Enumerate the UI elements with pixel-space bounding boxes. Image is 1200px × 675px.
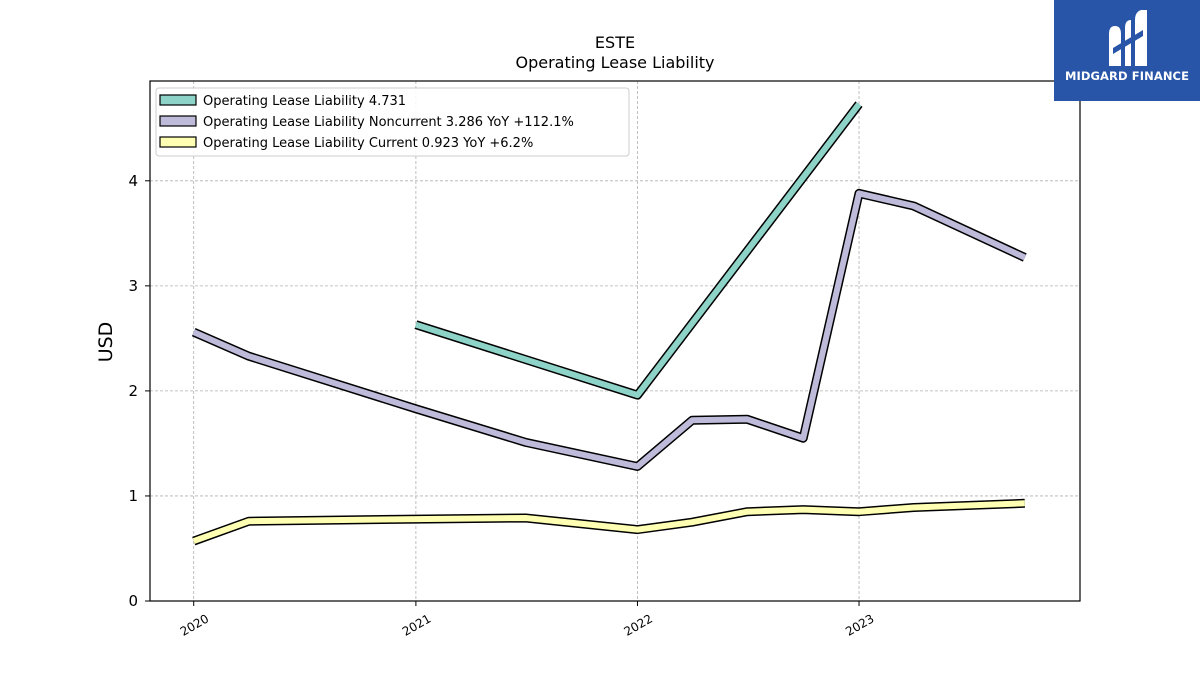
chart-title: ESTE [595, 33, 635, 52]
brand-logo: MIDGARD FINANCE [1054, 0, 1200, 101]
legend: Operating Lease Liability 4.731 Operatin… [155, 87, 630, 157]
y-tick-label: 3 [128, 277, 138, 295]
legend-swatch-total [159, 94, 197, 106]
series-line-operating-lease-liability [414, 102, 862, 399]
x-tick-label: 2022 [622, 611, 655, 638]
y-axis-label: USD [95, 322, 117, 363]
x-tick-label: 2023 [843, 611, 876, 638]
x-tick-label: 2021 [400, 611, 433, 638]
legend-label-noncurrent: Operating Lease Liability Noncurrent 3.2… [203, 115, 574, 130]
plot-frame [149, 80, 1081, 602]
y-tick-label: 0 [128, 592, 138, 610]
series-line-operating-lease-liability-noncurrent [192, 190, 1027, 470]
x-tick-label: 2020 [178, 611, 211, 638]
legend-frame [155, 87, 630, 157]
midgard-logo-mark-icon [1109, 10, 1147, 66]
legend-label-total: Operating Lease Liability 4.731 [203, 94, 406, 109]
grid [150, 81, 1080, 601]
series-outline-operating-lease-liability-noncurrent [191, 188, 1027, 471]
chart-subtitle: Operating Lease Liability [515, 53, 714, 72]
y-tick-label: 4 [128, 172, 138, 190]
axis-ticks: 0 1 2 3 4 2020 2021 2022 2023 [128, 172, 876, 639]
y-tick-label: 2 [128, 382, 138, 400]
legend-label-current: Operating Lease Liability Current 0.923 … [203, 136, 533, 151]
legend-swatch-current [159, 136, 197, 148]
series-group [191, 101, 1027, 546]
logo-text: MIDGARD FINANCE [1064, 69, 1190, 83]
series-line-operating-lease-liability-current [192, 500, 1025, 544]
legend-swatch-noncurrent [159, 115, 197, 127]
y-tick-label: 1 [128, 487, 138, 505]
